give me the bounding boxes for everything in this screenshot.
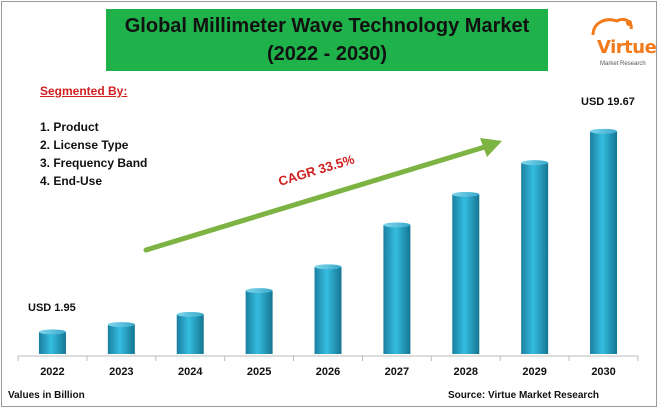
segment-item: 2. License Type xyxy=(40,138,129,152)
bar-cap-2022 xyxy=(38,329,66,335)
bar-cap-2025 xyxy=(245,288,273,294)
cagr-label: CAGR 33.5% xyxy=(276,151,356,188)
bar-cap-2027 xyxy=(383,222,411,228)
bar-2022 xyxy=(38,331,66,354)
title-banner: Global Millimeter Wave Technology Market… xyxy=(106,9,548,71)
segments-heading: Segmented By: xyxy=(40,84,128,98)
bar-2027 xyxy=(383,224,411,354)
x-tick-label: 2023 xyxy=(109,366,133,378)
bar-cap-2023 xyxy=(107,322,135,328)
x-tick-label: 2026 xyxy=(316,366,340,378)
x-tick-label: 2027 xyxy=(385,366,409,378)
first-value-label: USD 1.95 xyxy=(28,302,76,314)
x-tick-label: 2030 xyxy=(591,366,615,378)
bar-2029 xyxy=(521,162,549,354)
bar-2025 xyxy=(245,290,273,354)
bar-2030 xyxy=(590,131,618,354)
segment-item: 1. Product xyxy=(40,120,99,134)
bar-2026 xyxy=(314,266,342,354)
bar-2023 xyxy=(107,324,135,354)
bar-cap-2024 xyxy=(176,311,204,317)
cagr-arrow xyxy=(143,138,502,253)
segment-item: 4. End-Use xyxy=(40,174,103,188)
brand-logo: Virtue Market Research xyxy=(583,15,657,85)
x-tick-label: 2025 xyxy=(247,366,271,378)
segment-item: 3. Frequency Band xyxy=(40,156,148,170)
bar-2028 xyxy=(452,194,480,354)
page-subtitle: (2022 - 2030) xyxy=(266,43,388,65)
logo-wordmark: Virtue xyxy=(597,37,657,58)
logo-subtitle: Market Research xyxy=(600,61,646,67)
x-tick-label: 2022 xyxy=(40,366,64,378)
bar-cap-2029 xyxy=(521,160,549,166)
bar-cap-2030 xyxy=(590,128,618,134)
bar-2024 xyxy=(176,314,204,354)
bar-cap-2026 xyxy=(314,264,342,270)
x-tick-label: 2028 xyxy=(454,366,478,378)
units-note: Values in Billion xyxy=(8,390,85,401)
bar-cap-2028 xyxy=(452,191,480,197)
last-value-label: USD 19.67 xyxy=(581,96,635,108)
page-title: Global Millimeter Wave Technology Market xyxy=(124,15,530,37)
logo-emblem-icon xyxy=(591,17,633,36)
x-tick-label: 2029 xyxy=(522,366,546,378)
source-note: Source: Virtue Market Research xyxy=(448,390,599,401)
x-tick-label: 2024 xyxy=(178,366,203,378)
